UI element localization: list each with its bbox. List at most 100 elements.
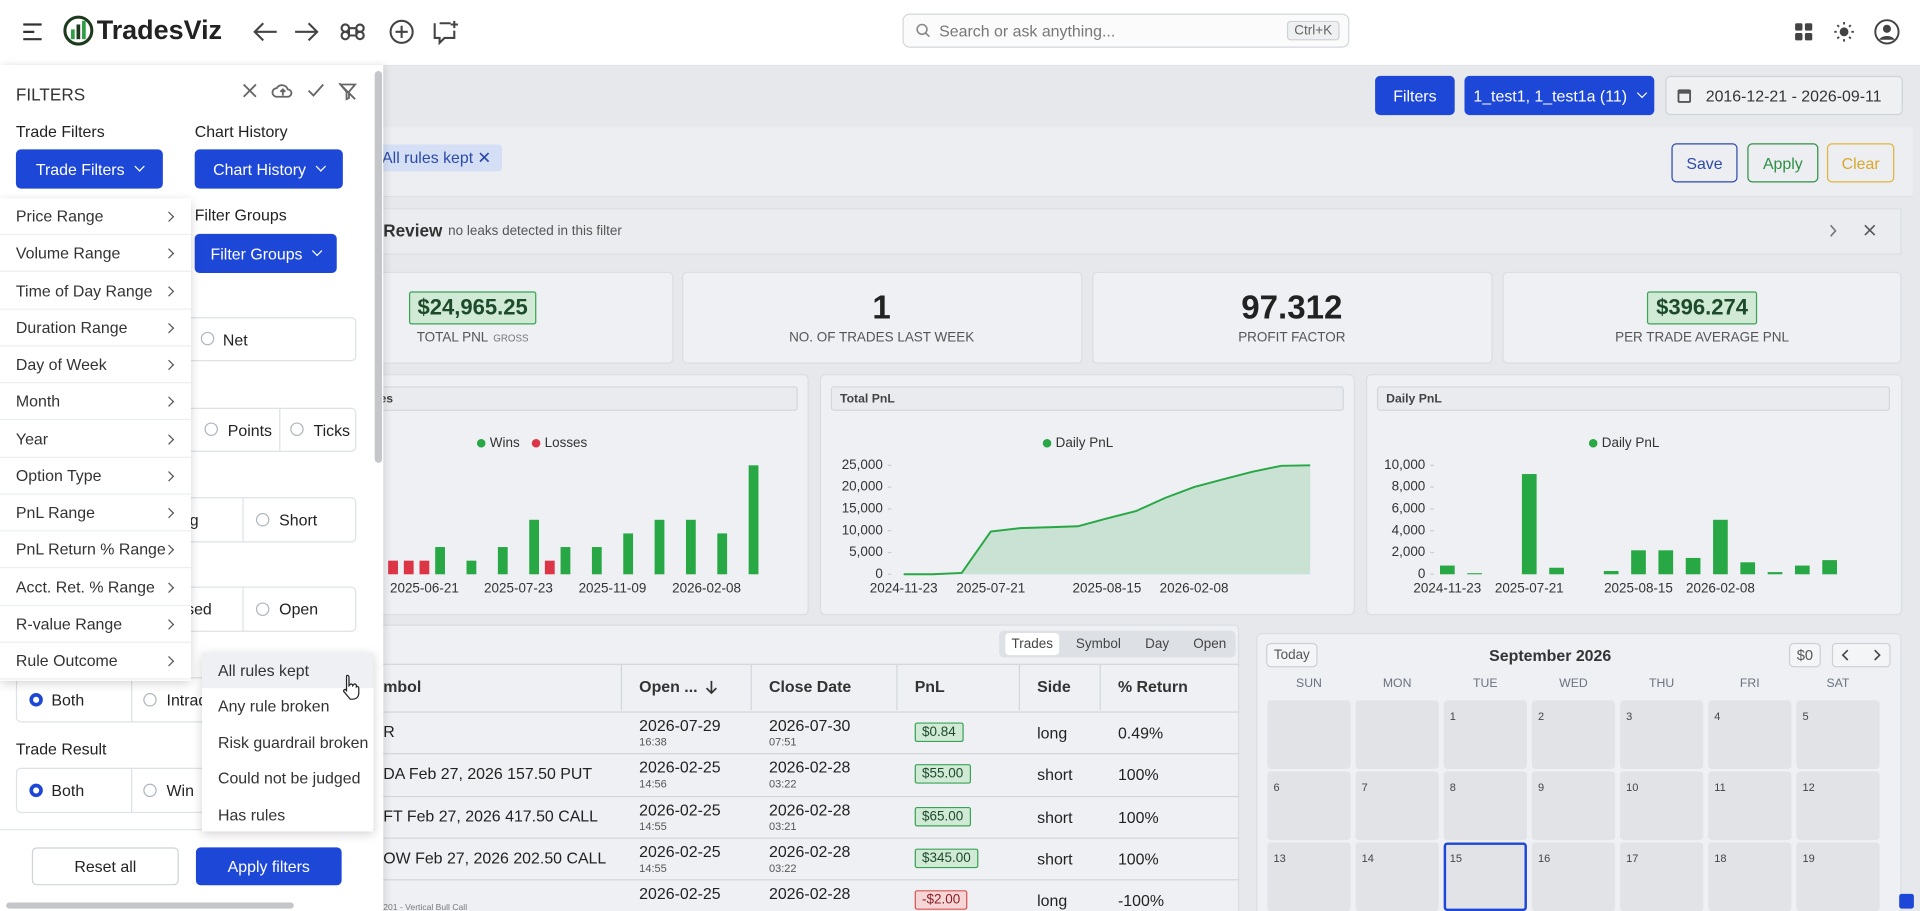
- filter-menu-item[interactable]: Time of Day Range: [0, 272, 192, 310]
- option-label[interactable]: g: [189, 510, 199, 529]
- calendar-day[interactable]: 9: [1531, 771, 1616, 840]
- calendar-day[interactable]: 7: [1355, 771, 1439, 840]
- calendar-day[interactable]: 12: [1796, 771, 1880, 840]
- radio[interactable]: [255, 602, 270, 616]
- radio[interactable]: [290, 422, 304, 436]
- option-label[interactable]: Ticks: [313, 421, 351, 440]
- calendar-day[interactable]: 16: [1531, 842, 1616, 911]
- chip-remove-icon[interactable]: [479, 152, 490, 163]
- filter-menu-item[interactable]: Price Range: [0, 198, 192, 236]
- filter-menu-item[interactable]: PnL Range: [0, 495, 192, 532]
- symbol[interactable]: R: [383, 722, 395, 741]
- calendar-nav[interactable]: [1831, 642, 1891, 668]
- calendar-day[interactable]: 6: [1267, 771, 1351, 840]
- table-tab[interactable]: Day: [1145, 636, 1170, 652]
- table-tab[interactable]: Open: [1193, 636, 1227, 652]
- filter-menu-item[interactable]: Month: [0, 384, 192, 421]
- filter-menu-item[interactable]: Acct. Ret. % Range: [0, 569, 192, 606]
- submenu-item[interactable]: Has rules: [217, 805, 286, 824]
- panel-actions[interactable]: [240, 81, 360, 101]
- help-badge[interactable]: [1899, 893, 1914, 909]
- column-header[interactable]: % Return: [1117, 677, 1188, 696]
- radio[interactable]: [143, 783, 157, 798]
- symbol[interactable]: DA Feb 27, 2026 157.50 PUT: [383, 764, 593, 783]
- option-label[interactable]: Open: [279, 600, 319, 619]
- radio[interactable]: [143, 693, 157, 707]
- column-header[interactable]: Side: [1037, 677, 1071, 696]
- calendar-day[interactable]: 14: [1355, 842, 1439, 911]
- apply-filters-button[interactable]: Apply filters: [195, 847, 342, 886]
- calendar-day[interactable]: 4: [1708, 700, 1792, 769]
- radio[interactable]: [200, 331, 215, 346]
- review-icons[interactable]: [1828, 224, 1877, 237]
- menu-icon[interactable]: [22, 22, 44, 42]
- radio-selected[interactable]: [29, 783, 43, 798]
- calendar-day[interactable]: 15: [1443, 842, 1527, 911]
- calendar-day[interactable]: 18: [1708, 842, 1792, 911]
- calendar-day[interactable]: 17: [1620, 842, 1704, 911]
- apply-button[interactable]: Apply: [1747, 143, 1819, 183]
- option-label[interactable]: Points: [227, 421, 273, 440]
- option-label[interactable]: Both: [51, 781, 85, 800]
- radio-selected[interactable]: [29, 693, 43, 707]
- filter-groups-button[interactable]: Filter Groups: [194, 233, 337, 274]
- filter-menu-item[interactable]: Year: [0, 421, 192, 458]
- filter-menu-item[interactable]: Duration Range: [0, 309, 192, 347]
- trade-filters-button[interactable]: Trade Filters: [15, 149, 163, 189]
- filter-menu-item[interactable]: Day of Week: [0, 347, 192, 384]
- option-label[interactable]: Short: [279, 510, 318, 529]
- active-filter-chip[interactable]: All rules kept: [373, 144, 503, 172]
- option-label[interactable]: Both: [51, 690, 85, 709]
- right-icons[interactable]: [1793, 18, 1903, 45]
- symbol[interactable]: OW Feb 27, 2026 202.50 CALL: [383, 848, 607, 867]
- calendar-day[interactable]: 8: [1443, 771, 1527, 840]
- table-tab[interactable]: Trades: [1005, 633, 1060, 656]
- accounts-dropdown[interactable]: 1_test1, 1_test1a (11): [1464, 75, 1655, 116]
- filters-button[interactable]: Filters: [1375, 75, 1455, 116]
- column-header[interactable]: Open ...: [639, 677, 698, 696]
- calendar-day[interactable]: 19: [1796, 842, 1880, 911]
- submenu-item[interactable]: Could not be judged: [217, 769, 361, 788]
- column-header[interactable]: Close Date: [768, 677, 852, 696]
- option-label[interactable]: Net: [222, 330, 248, 349]
- calendar-day[interactable]: [1267, 700, 1351, 769]
- option-label[interactable]: Win: [166, 781, 194, 800]
- date-range[interactable]: 2016-12-21 - 2026-09-11: [1665, 75, 1903, 116]
- save-button[interactable]: Save: [1671, 143, 1738, 183]
- radio[interactable]: [204, 422, 218, 436]
- nav-icons[interactable]: [251, 18, 471, 46]
- table-tab[interactable]: Symbol: [1075, 636, 1121, 652]
- clear-button[interactable]: Clear: [1826, 143, 1895, 183]
- chart-history-button[interactable]: Chart History: [194, 149, 343, 189]
- scrollbar-vertical[interactable]: [374, 71, 383, 463]
- submenu-item[interactable]: All rules kept: [202, 652, 374, 689]
- column-header[interactable]: PnL: [914, 677, 945, 696]
- filter-menu-item[interactable]: Option Type: [0, 458, 192, 495]
- calendar-day[interactable]: 5: [1796, 700, 1880, 769]
- calendar-day[interactable]: 2: [1531, 700, 1616, 769]
- calendar-day[interactable]: 11: [1708, 771, 1792, 840]
- filter-menu-item[interactable]: Rule Outcome: [0, 643, 192, 680]
- reset-button[interactable]: Reset all: [31, 847, 179, 886]
- radio[interactable]: [255, 513, 270, 527]
- filter-menu-item[interactable]: PnL Return % Range: [0, 532, 192, 569]
- submenu-item[interactable]: Risk guardrail broken: [217, 733, 369, 752]
- option-label[interactable]: Intrad: [166, 690, 208, 709]
- calendar-day[interactable]: 3: [1620, 700, 1704, 769]
- symbol[interactable]: FT Feb 27, 2026 417.50 CALL: [383, 806, 599, 825]
- brand[interactable]: TradesViz: [96, 14, 223, 46]
- logo-icon[interactable]: [62, 15, 94, 47]
- calendar-day[interactable]: [1355, 700, 1439, 769]
- calendar-day[interactable]: 1: [1443, 700, 1527, 769]
- scrollbar-horizontal[interactable]: [6, 902, 294, 909]
- column-header[interactable]: mbol: [383, 677, 422, 696]
- calendar-day[interactable]: 10: [1620, 771, 1704, 840]
- sort-icon[interactable]: [705, 680, 717, 695]
- submenu-item[interactable]: Any rule broken: [217, 697, 330, 716]
- calendar-day[interactable]: 13: [1267, 842, 1351, 911]
- filter-menu-item[interactable]: R-value Range: [0, 606, 192, 643]
- today-button[interactable]: Today: [1266, 642, 1318, 668]
- search-box[interactable]: [902, 13, 1350, 48]
- filter-menu-item[interactable]: Volume Range: [0, 235, 192, 273]
- option-label[interactable]: sed: [186, 600, 212, 619]
